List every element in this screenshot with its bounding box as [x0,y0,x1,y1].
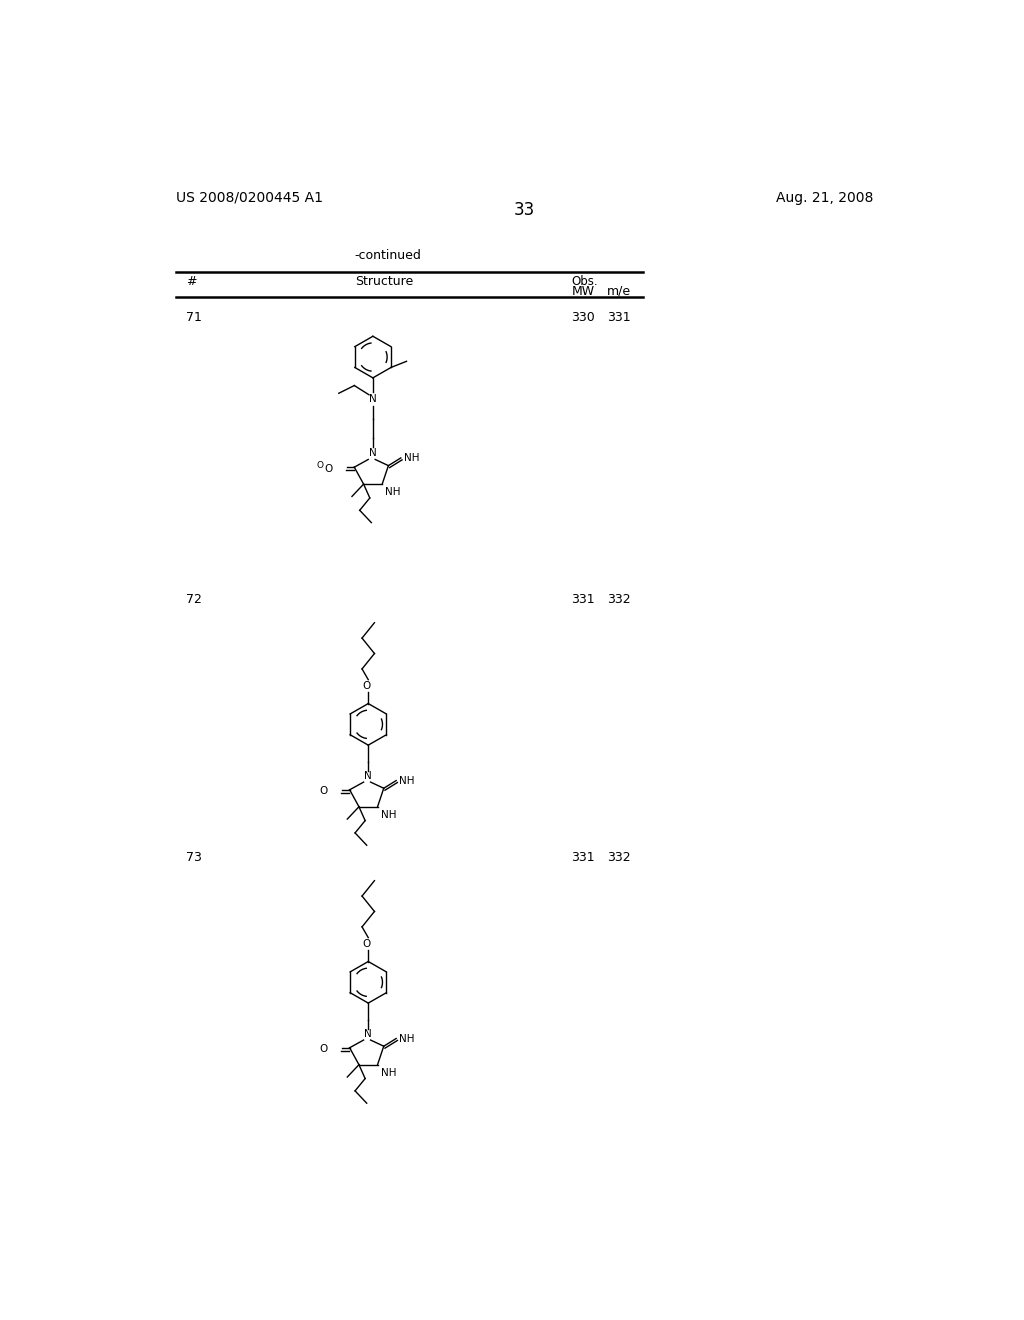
Text: O: O [362,681,371,690]
Text: Obs.: Obs. [571,276,598,289]
Text: O: O [319,1044,328,1055]
Text: 33: 33 [514,201,536,219]
Text: #: # [186,276,197,289]
Text: 332: 332 [607,851,631,865]
Text: 331: 331 [571,594,595,606]
Text: NH: NH [381,1068,396,1077]
Text: NH: NH [381,810,396,820]
Text: 331: 331 [571,851,595,865]
Text: O: O [325,463,333,474]
Text: 331: 331 [607,312,631,323]
Text: NH: NH [399,1034,415,1044]
Text: Aug. 21, 2008: Aug. 21, 2008 [776,190,873,205]
Text: N: N [365,1028,372,1039]
Text: O: O [362,939,371,949]
Text: 332: 332 [607,594,631,606]
Text: 73: 73 [186,851,202,865]
Text: 72: 72 [186,594,202,606]
Text: NH: NH [385,487,400,498]
Text: MW: MW [571,285,594,298]
Text: N: N [369,395,377,404]
Text: O: O [316,461,324,470]
Text: N: N [365,771,372,781]
Text: US 2008/0200445 A1: US 2008/0200445 A1 [176,190,323,205]
Text: 71: 71 [186,312,202,323]
Text: NH: NH [403,453,420,463]
Text: -continued: -continued [354,249,421,263]
Text: NH: NH [399,776,415,785]
Text: Structure: Structure [354,276,413,289]
Text: 330: 330 [571,312,595,323]
Text: O: O [319,787,328,796]
Text: N: N [369,449,377,458]
Text: m/e: m/e [607,285,631,298]
